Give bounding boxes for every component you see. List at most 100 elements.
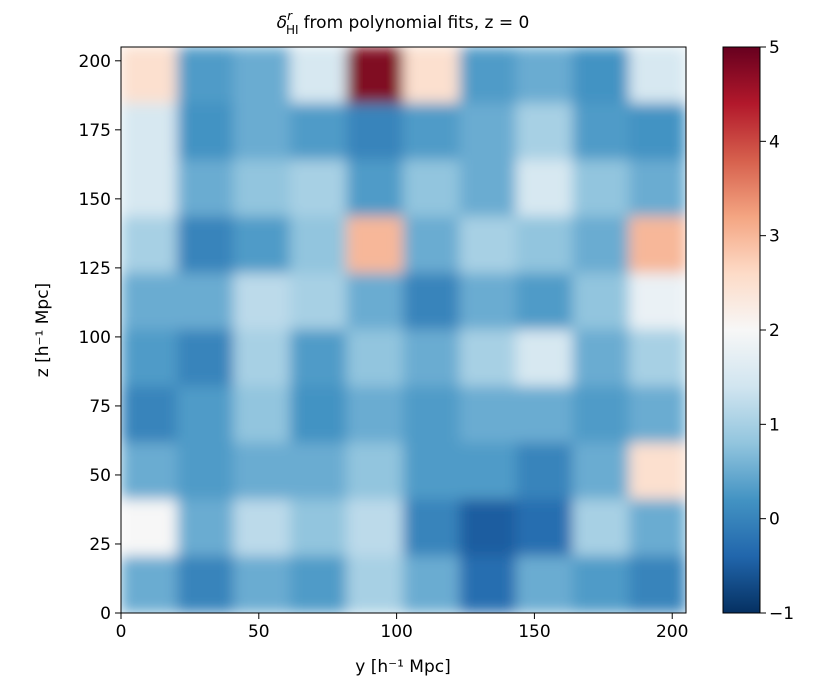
heatmap-cell — [629, 159, 686, 218]
y-tick-label: 50 — [89, 466, 111, 486]
y-tick-label: 0 — [100, 604, 111, 624]
heatmap-cell — [346, 386, 404, 444]
heatmap-cell — [516, 272, 574, 331]
y-axis-label: z [h⁻¹ Mpc] — [33, 283, 53, 377]
y-tick-label: 150 — [79, 190, 111, 210]
heatmap-cell — [572, 47, 630, 105]
heatmap-cell — [121, 442, 178, 501]
heatmap-cell — [346, 272, 404, 331]
heatmap-cell — [459, 47, 517, 105]
heatmap-cell — [459, 499, 517, 557]
heatmap-cell — [629, 216, 686, 274]
heatmap-cell — [516, 216, 574, 274]
heatmap-cell — [290, 555, 348, 613]
heatmap-cell — [121, 159, 178, 218]
heatmap-cell — [121, 499, 178, 557]
heatmap-cell — [233, 47, 291, 105]
heatmap-cell — [459, 103, 517, 161]
heatmap-cell — [572, 442, 630, 501]
heatmap-cell — [346, 159, 404, 218]
heatmap-cell — [177, 159, 235, 218]
heatmap-cell — [516, 103, 574, 161]
heatmap-cell — [290, 216, 348, 274]
heatmap-cell — [177, 329, 235, 388]
heatmap-cell — [516, 442, 574, 501]
heatmap-cell — [121, 216, 178, 274]
title-subscript: HI — [286, 23, 299, 37]
heatmap-cell — [346, 442, 404, 501]
heatmap-cell — [572, 216, 630, 274]
heatmap-cell — [290, 386, 348, 444]
heatmap-cell — [629, 499, 686, 557]
heatmap-cell — [290, 442, 348, 501]
plot-frame — [120, 46, 687, 614]
heatmap-cell — [233, 386, 291, 444]
heatmap-cell — [346, 499, 404, 557]
colorbar-tick-label: 0 — [769, 510, 780, 530]
title-superscript: r — [287, 9, 293, 23]
heatmap-cell — [177, 555, 235, 613]
heatmap-cell — [459, 386, 517, 444]
heatmap-cell — [516, 555, 574, 613]
heatmap-cell — [572, 386, 630, 444]
heatmap-cell — [572, 499, 630, 557]
colorbar — [722, 46, 761, 614]
heatmap-cell — [290, 329, 348, 388]
heatmap-cell — [290, 159, 348, 218]
heatmap-cell — [121, 555, 178, 613]
x-tick-label: 50 — [248, 622, 270, 642]
heatmap-cell — [290, 47, 348, 105]
heatmap-cell — [403, 103, 461, 161]
heatmap-cell — [459, 329, 517, 388]
colorbar-tick-label: 5 — [769, 38, 780, 58]
heatmap-cell — [629, 386, 686, 444]
y-tick-label: 200 — [79, 52, 111, 72]
colorbar-tick-label: 4 — [769, 132, 780, 152]
heatmap-cell — [572, 159, 630, 218]
heatmap-cell — [572, 555, 630, 613]
heatmap-cell — [233, 499, 291, 557]
x-tick-label: 150 — [518, 622, 550, 642]
heatmap-cell — [177, 442, 235, 501]
heatmap-cell — [177, 272, 235, 331]
chart-title: δr HI from polynomial fits, z = 0 — [277, 9, 530, 37]
colorbar-tick-label: −1 — [769, 604, 794, 624]
heatmap-cell — [346, 329, 404, 388]
x-tick-label: 100 — [380, 622, 412, 642]
heatmap-cell — [459, 216, 517, 274]
heatmap-cell — [459, 555, 517, 613]
heatmap-cell — [459, 159, 517, 218]
heatmap-cell — [346, 216, 404, 274]
heatmap-cell — [121, 386, 178, 444]
x-tick-label: 0 — [116, 622, 127, 642]
heatmap-cell — [403, 499, 461, 557]
heatmap-cell — [403, 386, 461, 444]
heatmap-cell — [121, 329, 178, 388]
heatmap-cell — [233, 159, 291, 218]
y-tick-label: 125 — [79, 259, 111, 279]
heatmap-cell — [233, 216, 291, 274]
title-text: from polynomial fits, z = 0 — [304, 13, 530, 33]
heatmap-cell — [572, 329, 630, 388]
heatmap-cell — [629, 555, 686, 613]
heatmap-cell — [403, 555, 461, 613]
heatmap-cell — [572, 272, 630, 331]
heatmap-cell — [290, 499, 348, 557]
heatmap-cell — [177, 216, 235, 274]
heatmap-cell — [629, 103, 686, 161]
heatmap-cell — [516, 386, 574, 444]
x-axis-label: y [h⁻¹ Mpc] — [355, 657, 451, 677]
heatmap-cell — [233, 103, 291, 161]
x-tick-label: 200 — [656, 622, 688, 642]
y-tick-label: 175 — [79, 121, 111, 141]
heatmap-cell — [233, 555, 291, 613]
heatmap-cell — [346, 47, 404, 105]
heatmap-cell — [629, 442, 686, 501]
heatmap-cell — [403, 272, 461, 331]
heatmap-cell — [233, 442, 291, 501]
heatmap-cell — [403, 47, 461, 105]
heatmap-cell — [177, 47, 235, 105]
heatmap-cell — [403, 442, 461, 501]
heatmap-cell — [121, 272, 178, 331]
